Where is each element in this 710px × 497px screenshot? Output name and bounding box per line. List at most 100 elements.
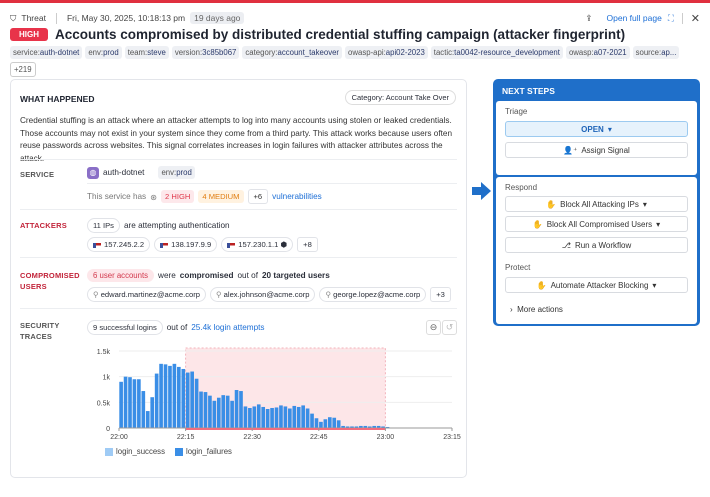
- bar-login-failures: [145, 411, 150, 428]
- ip-address: 138.197.9.9: [171, 240, 212, 249]
- panel-title: NEXT STEPS: [502, 86, 555, 96]
- signal-type: Threat: [21, 13, 46, 23]
- caret-down-icon: ▾: [656, 219, 661, 229]
- open-full-page-link[interactable]: Open full page: [606, 13, 662, 23]
- page-title: Accounts compromised by distributed cred…: [55, 27, 626, 42]
- vulnerability-icon: ⊛: [150, 192, 158, 202]
- triage-section: Triage OPEN ▾ 👤⁺ Assign Signal: [496, 101, 697, 175]
- ip-list: 157.245.2.2 138.197.9.9 157.230.1.1 ⬢ +8: [87, 237, 318, 252]
- tag-value: ta0042-resource_development: [454, 48, 560, 57]
- severity-top-bar: [0, 0, 710, 3]
- tag[interactable]: category:account_takeover: [242, 46, 343, 59]
- tag[interactable]: version:3c85b067: [171, 46, 240, 59]
- tag-value: 3c85b067: [202, 48, 237, 57]
- workflow-icon: ⎇: [561, 240, 571, 250]
- legend-item[interactable]: login_failures: [174, 447, 232, 456]
- x-tick-label: 22:45: [310, 434, 328, 441]
- tag-key: service:: [13, 48, 40, 57]
- divider: [20, 257, 457, 258]
- tag[interactable]: owasp-api:api02-2023: [345, 46, 428, 59]
- successful-logins-chip[interactable]: 9 successful logins: [87, 320, 163, 335]
- tag[interactable]: owasp:a07-2021: [565, 46, 630, 59]
- close-icon[interactable]: ✕: [690, 12, 700, 25]
- bar-login-failures: [274, 407, 279, 428]
- ip-chip[interactable]: 157.245.2.2: [87, 237, 151, 252]
- status-value: OPEN: [581, 124, 604, 134]
- more-actions-toggle[interactable]: › More actions: [510, 305, 563, 314]
- x-tick-label: 22:15: [177, 434, 195, 441]
- tag[interactable]: env:prod: [85, 46, 122, 59]
- tag[interactable]: source:ap...: [632, 46, 680, 59]
- bar-login-failures: [376, 425, 381, 428]
- compromised-count-chip[interactable]: 6 user accounts: [87, 269, 155, 282]
- bar-login-failures: [270, 407, 274, 428]
- bar-login-failures: [345, 426, 350, 428]
- tag-value: steve: [147, 48, 166, 57]
- tag-key: owasp-api:: [348, 48, 386, 57]
- bar-login-failures: [141, 391, 146, 428]
- caret-down-icon: ▾: [607, 124, 612, 134]
- login-attempts-link[interactable]: 25.4k login attempts: [191, 323, 265, 332]
- service-label: SERVICE: [20, 170, 55, 179]
- user-icon: ⚲: [215, 290, 222, 299]
- bar-login-failures: [150, 397, 155, 428]
- env-tag[interactable]: env:prod: [158, 166, 195, 179]
- section-title: WHAT HAPPENED: [20, 94, 95, 104]
- more-ips-chip[interactable]: +8: [297, 237, 318, 252]
- globe-icon: ◍: [87, 166, 99, 179]
- bar-login-failures: [305, 408, 310, 428]
- service-name[interactable]: auth-dotnet: [103, 168, 145, 177]
- ip-address: 157.245.2.2: [104, 240, 145, 249]
- high-vuln-badge: 2 HIGH: [161, 190, 195, 203]
- tag-key: team:: [127, 48, 148, 57]
- vulnerabilities-link[interactable]: vulnerabilities: [272, 192, 322, 201]
- divider: [55, 12, 57, 24]
- more-vulns-chip[interactable]: +6: [247, 189, 269, 204]
- automate-blocking-button[interactable]: ✋ Automate Attacker Blocking ▾: [505, 277, 688, 293]
- user-chip[interactable]: ⚲ edward.martinez@acme.corp: [87, 287, 206, 302]
- share-icon[interactable]: ⇪: [585, 12, 593, 23]
- section-label: Protect: [505, 263, 531, 272]
- bar-login-failures: [372, 425, 377, 428]
- vulnerabilities-row: This service has ⊛ 2 HIGH 4 MEDIUM +6 vu…: [87, 189, 322, 204]
- bar-login-failures: [199, 391, 203, 428]
- user-email: edward.martinez@acme.corp: [100, 290, 200, 299]
- bar-login-failures: [177, 366, 181, 428]
- tag[interactable]: service:auth-dotnet: [10, 46, 83, 59]
- legend-item[interactable]: login_success: [105, 447, 165, 456]
- ip-chip[interactable]: 138.197.9.9: [154, 237, 218, 252]
- bar-login-failures: [163, 364, 168, 428]
- tag[interactable]: team:steve: [124, 46, 169, 59]
- bar-login-failures: [225, 395, 230, 428]
- tag-key: env:: [161, 168, 177, 177]
- bar-login-failures: [296, 406, 301, 428]
- user-chip[interactable]: ⚲ alex.johnson@acme.corp: [209, 287, 316, 302]
- bar-login-failures: [185, 372, 190, 428]
- threat-intel-icon: ⬢: [280, 240, 288, 249]
- run-workflow-button[interactable]: ⎇ Run a Workflow: [505, 237, 688, 253]
- zoom-out-icon[interactable]: ⊖: [426, 320, 441, 335]
- reset-icon[interactable]: ↺: [442, 320, 457, 335]
- status-dropdown[interactable]: OPEN ▾: [505, 121, 688, 137]
- toggle-label: More actions: [517, 305, 563, 314]
- x-tick-label: 23:00: [377, 434, 395, 441]
- bar-login-failures: [208, 395, 212, 428]
- user-chip[interactable]: ⚲ george.lopez@acme.corp: [319, 287, 427, 302]
- more-users-chip[interactable]: +3: [430, 287, 451, 302]
- ip-chip[interactable]: 157.230.1.1 ⬢: [221, 237, 294, 252]
- assign-signal-button[interactable]: 👤⁺ Assign Signal: [505, 142, 688, 158]
- tag[interactable]: tactic:ta0042-resource_development: [430, 46, 563, 59]
- text: out of: [166, 323, 188, 332]
- bar-login-failures: [359, 425, 363, 428]
- x-tick-label: 23:15: [443, 434, 461, 441]
- ip-address: 157.230.1.1: [238, 240, 279, 249]
- bar-login-failures: [354, 426, 359, 428]
- y-tick-label: 0: [106, 426, 110, 433]
- expand-icon[interactable]: ⛶: [667, 12, 674, 23]
- more-tags-button[interactable]: +219: [10, 62, 36, 77]
- button-label: Block All Compromised Users: [546, 219, 653, 229]
- block-users-button[interactable]: ✋ Block All Compromised Users ▾: [505, 216, 688, 232]
- ip-count-chip[interactable]: 11 IPs: [87, 218, 120, 233]
- block-ips-button[interactable]: ✋ Block All Attacking IPs ▾: [505, 196, 688, 212]
- bar-login-failures: [212, 400, 217, 428]
